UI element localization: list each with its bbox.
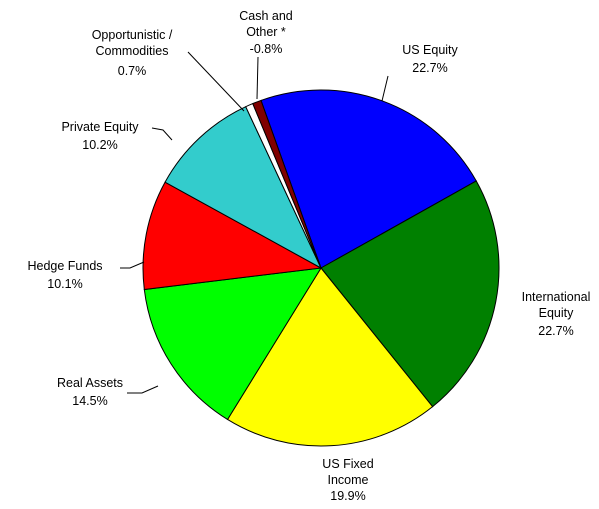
pie-slice	[164, 106, 323, 270]
slice-value-label: 22.7%	[538, 324, 574, 338]
leader-line	[256, 56, 259, 100]
slice-label: International Equity	[521, 290, 591, 320]
slice-value-label: 22.7%	[412, 61, 448, 75]
slice-label: Private Equity	[61, 120, 139, 134]
slice-label: Opportunistic / Commodities	[91, 28, 173, 58]
leader-line	[381, 75, 389, 102]
slice-value-label: -0.8%	[249, 42, 283, 56]
slice-label: US Equity	[402, 43, 458, 57]
pie-slice	[252, 99, 322, 269]
pie-slice	[320, 180, 500, 408]
leader-line	[187, 51, 245, 112]
pie-slice	[142, 181, 323, 291]
slice-value-label: 10.2%	[82, 138, 118, 152]
slice-label: Cash and Other *	[239, 9, 293, 39]
leader-line	[151, 127, 173, 141]
slice-value-label: 10.1%	[47, 277, 83, 291]
slice-value-label: 0.7%	[117, 64, 147, 78]
pie-slice	[226, 267, 434, 447]
slice-value-label: 19.9%	[330, 489, 366, 503]
pie-slice	[260, 89, 477, 269]
slice-value-label: 14.5%	[72, 394, 108, 408]
pie-slice	[143, 267, 322, 421]
leader-line	[127, 385, 159, 394]
leader-line	[120, 261, 145, 269]
slice-label: Real Assets	[56, 376, 123, 390]
slice-label: Hedge Funds	[27, 259, 103, 273]
slice-label: US Fixed Income	[322, 457, 374, 487]
